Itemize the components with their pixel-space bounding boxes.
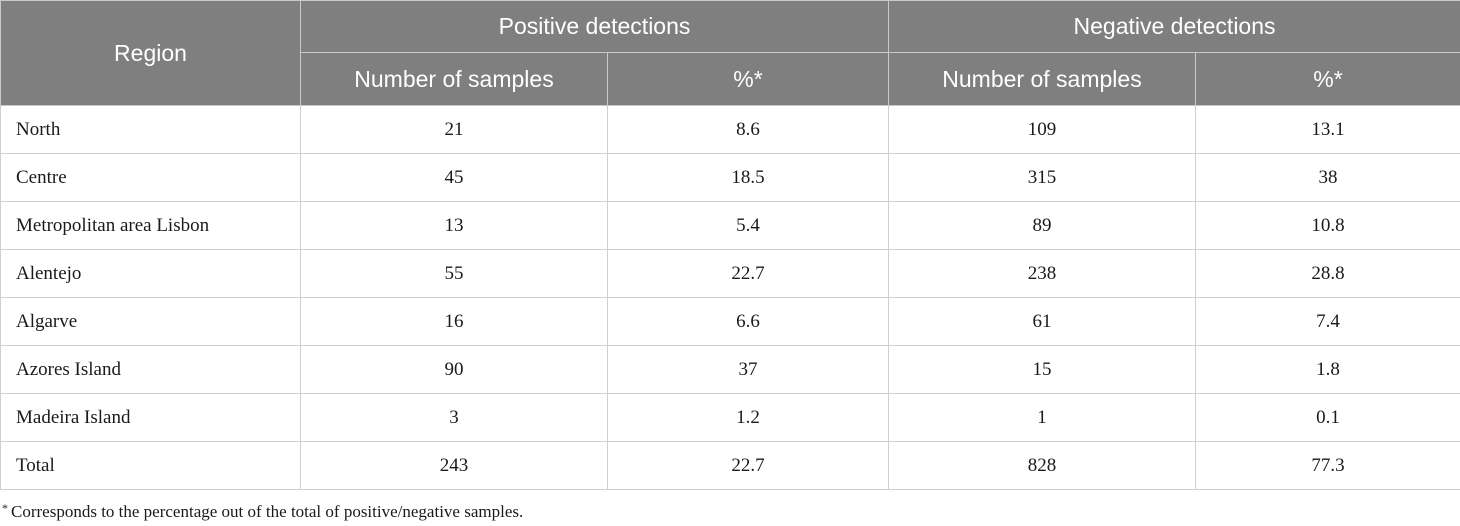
- cell-negative-percent: 77.3: [1194, 441, 1460, 490]
- table-row: Algarve 16 6.6 61 7.4: [0, 297, 1460, 346]
- table-container: Region Positive detections Negative dete…: [0, 0, 1460, 490]
- cell-region: Total: [0, 441, 301, 490]
- cell-positive-samples: 21: [300, 105, 608, 154]
- column-header-region: Region: [0, 0, 301, 106]
- cell-region: Alentejo: [0, 249, 301, 298]
- table-row: Azores Island 90 37 15 1.8: [0, 345, 1460, 394]
- cell-region: Madeira Island: [0, 393, 301, 442]
- table-row: Centre 45 18.5 315 38: [0, 153, 1460, 202]
- cell-negative-percent: 7.4: [1194, 297, 1460, 346]
- table-body: North 21 8.6 109 13.1 Centre 45 18.5 315…: [0, 105, 1460, 490]
- cell-negative-percent: 10.8: [1194, 201, 1460, 250]
- cell-negative-samples: 828: [888, 441, 1196, 490]
- cell-positive-percent: 37: [607, 345, 889, 394]
- table-footnote: * Corresponds to the percentage out of th…: [2, 501, 524, 522]
- cell-positive-samples: 45: [300, 153, 608, 202]
- cell-positive-percent: 22.7: [607, 441, 889, 490]
- cell-negative-samples: 109: [888, 105, 1196, 154]
- table-row: North 21 8.6 109 13.1: [0, 105, 1460, 154]
- column-header-negative-percent: %*: [1194, 52, 1460, 106]
- header-row-groups: Region Positive detections Negative dete…: [0, 0, 1460, 106]
- cell-negative-samples: 15: [888, 345, 1196, 394]
- cell-positive-percent: 1.2: [607, 393, 889, 442]
- cell-region: Azores Island: [0, 345, 301, 394]
- detections-table: Region Positive detections Negative dete…: [0, 0, 1460, 490]
- column-group-positive: Positive detections: [300, 0, 889, 53]
- cell-positive-samples: 13: [300, 201, 608, 250]
- table-row: Madeira Island 3 1.2 1 0.1: [0, 393, 1460, 442]
- cell-negative-percent: 1.8: [1194, 345, 1460, 394]
- cell-negative-samples: 61: [888, 297, 1196, 346]
- table-row: Metropolitan area Lisbon 13 5.4 89 10.8: [0, 201, 1460, 250]
- table-row-total: Total 243 22.7 828 77.3: [0, 441, 1460, 490]
- table-row: Alentejo 55 22.7 238 28.8: [0, 249, 1460, 298]
- cell-negative-samples: 315: [888, 153, 1196, 202]
- cell-positive-samples: 55: [300, 249, 608, 298]
- cell-positive-samples: 90: [300, 345, 608, 394]
- cell-positive-samples: 16: [300, 297, 608, 346]
- header-row-subcolumns: Number of samples %* Number of samples %…: [1, 52, 1460, 106]
- cell-positive-percent: 8.6: [607, 105, 889, 154]
- cell-negative-samples: 89: [888, 201, 1196, 250]
- cell-positive-percent: 18.5: [607, 153, 889, 202]
- cell-negative-samples: 238: [888, 249, 1196, 298]
- cell-negative-percent: 28.8: [1194, 249, 1460, 298]
- column-header-positive-samples: Number of samples: [300, 52, 608, 106]
- footnote-text: Corresponds to the percentage out of the…: [11, 502, 524, 521]
- cell-negative-percent: 38: [1194, 153, 1460, 202]
- cell-negative-percent: 13.1: [1194, 105, 1460, 154]
- cell-region: Metropolitan area Lisbon: [0, 201, 301, 250]
- cell-negative-percent: 0.1: [1194, 393, 1460, 442]
- column-header-positive-percent: %*: [607, 52, 889, 106]
- column-header-negative-samples: Number of samples: [888, 52, 1196, 106]
- column-group-negative: Negative detections: [887, 0, 1460, 53]
- cell-positive-samples: 243: [300, 441, 608, 490]
- cell-positive-samples: 3: [300, 393, 608, 442]
- cell-region: Centre: [0, 153, 301, 202]
- table-header: Region Positive detections Negative dete…: [0, 0, 1460, 106]
- footnote-marker: *: [2, 501, 8, 515]
- cell-region: Algarve: [0, 297, 301, 346]
- cell-positive-percent: 5.4: [607, 201, 889, 250]
- cell-positive-percent: 22.7: [607, 249, 889, 298]
- cell-region: North: [0, 105, 301, 154]
- cell-positive-percent: 6.6: [607, 297, 889, 346]
- cell-negative-samples: 1: [888, 393, 1196, 442]
